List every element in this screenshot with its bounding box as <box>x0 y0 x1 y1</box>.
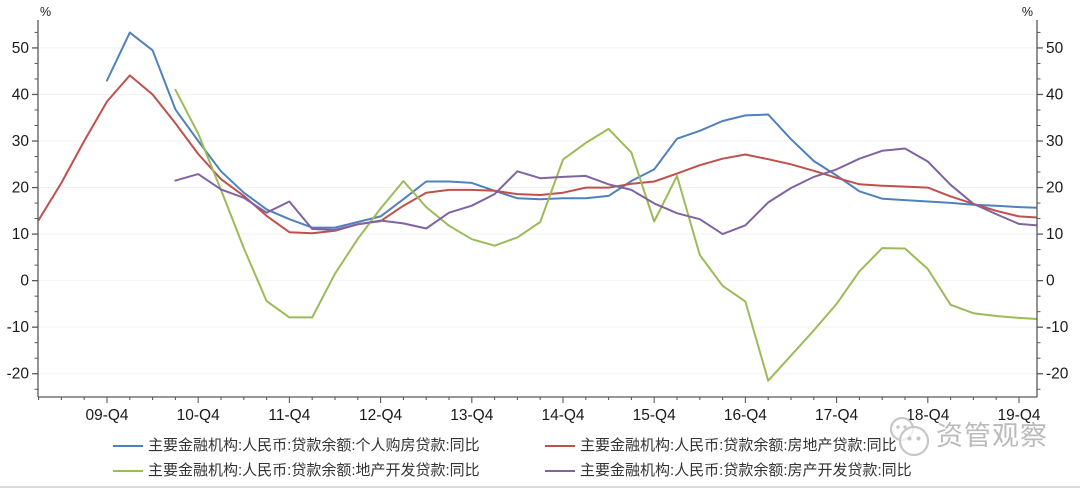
x-tick-label-18-Q4: 18-Q4 <box>906 407 949 424</box>
y-tick-label-right--10: -10 <box>1046 319 1069 336</box>
y-tick-label-left--20: -20 <box>7 366 30 383</box>
x-tick-label-17-Q4: 17-Q4 <box>815 407 858 424</box>
x-tick-label-16-Q4: 16-Q4 <box>724 407 767 424</box>
y-tick-label-left-40: 40 <box>12 86 30 103</box>
line-chart: -20 -20 -10 -10 0 0 10 10 20 20 30 30 40 40 50 50% % 09-Q… <box>7 5 1069 424</box>
watermark-text: 资管观察 <box>936 420 1048 451</box>
series-line-0 <box>106 31 1037 229</box>
y-tick-label-left-30: 30 <box>12 133 30 150</box>
x-tick-label-15-Q4: 15-Q4 <box>633 407 676 424</box>
watermark: 资管观察 <box>884 414 1048 458</box>
y-axis-unit-right: % <box>1022 5 1033 19</box>
x-tick-label-10-Q4: 10-Q4 <box>177 407 220 424</box>
wechat-logo-icon <box>889 416 930 457</box>
series-line-2 <box>174 88 1037 382</box>
legend-label-personal-housing-loans: 主要金融机构:人民币:贷款余额:个人购房贷款:同比 <box>148 437 480 454</box>
legend-line-blue <box>113 444 143 447</box>
y-tick-label-right-40: 40 <box>1046 86 1064 103</box>
legend-label-real-estate-loans: 主要金融机构:人民币:贷款余额:房地产贷款:同比 <box>580 437 897 454</box>
y-axis-unit-left: % <box>40 5 51 19</box>
y-tick-label-left-20: 20 <box>12 180 30 197</box>
legend-line-red <box>545 444 575 447</box>
y-tick-label-right-10: 10 <box>1046 226 1064 243</box>
x-tick-label-09-Q4: 09-Q4 <box>85 407 128 424</box>
x-tick-label-13-Q4: 13-Q4 <box>450 407 493 424</box>
y-tick-label-right-50: 50 <box>1046 40 1064 57</box>
x-tick-label-11-Q4: 11-Q4 <box>268 407 310 424</box>
x-tick-label-19-Q4: 19-Q4 <box>997 407 1040 424</box>
y-tick-label-right--20: -20 <box>1046 366 1069 383</box>
y-tick-label-left-10: 10 <box>12 226 30 243</box>
legend-item-land-development-loans: 主要金融机构:人民币:贷款余额:地产开发贷款:同比 <box>113 463 545 478</box>
series-line-1 <box>38 74 1037 235</box>
legend-label-land-development-loans: 主要金融机构:人民币:贷款余额:地产开发贷款:同比 <box>148 462 480 479</box>
series-line-3 <box>174 147 1037 236</box>
y-tick-label-right-30: 30 <box>1046 133 1064 150</box>
legend-label-housing-development-loans: 主要金融机构:人民币:贷款余额:房产开发贷款:同比 <box>580 462 912 479</box>
x-tick-label-14-Q4: 14-Q4 <box>541 407 584 424</box>
y-tick-label-right-20: 20 <box>1046 180 1064 197</box>
y-tick-label-right-0: 0 <box>1046 273 1055 290</box>
legend: 主要金融机构:人民币:贷款余额:个人购房贷款:同比 主要金融机构:人民币:贷款余… <box>113 433 912 483</box>
legend-item-housing-development-loans: 主要金融机构:人民币:贷款余额:房产开发贷款:同比 <box>545 463 912 478</box>
y-tick-label-left--10: -10 <box>7 319 30 336</box>
x-tick-label-12-Q4: 12-Q4 <box>359 407 402 424</box>
legend-line-green <box>113 469 143 472</box>
footer-divider <box>0 486 1080 488</box>
y-tick-label-left-50: 50 <box>12 40 30 57</box>
legend-item-real-estate-loans: 主要金融机构:人民币:贷款余额:房地产贷款:同比 <box>545 438 912 453</box>
legend-line-purple <box>545 469 575 472</box>
legend-item-personal-housing-loans: 主要金融机构:人民币:贷款余额:个人购房贷款:同比 <box>113 438 545 453</box>
y-tick-label-left-0: 0 <box>20 273 29 290</box>
